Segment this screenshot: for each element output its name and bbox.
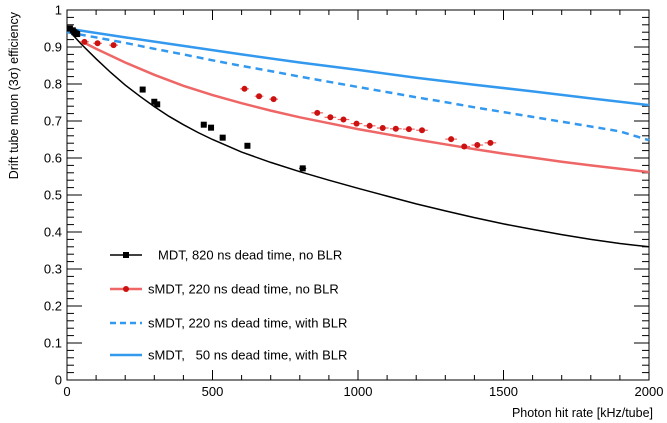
series-line-2 xyxy=(66,30,650,142)
legend: MDT, 820 ns dead time, no BLR sMDT, 220 n… xyxy=(110,248,347,363)
y-tick-label: 0.9 xyxy=(44,40,62,55)
y-tick-label: 0.2 xyxy=(44,299,62,314)
y-tick-label: 0 xyxy=(55,373,62,388)
data-point xyxy=(405,126,412,133)
data-point xyxy=(241,85,248,92)
x-tick-label: 0 xyxy=(63,384,70,399)
data-point xyxy=(244,142,251,149)
legend-label-0: MDT, 820 ns dead time, no BLR xyxy=(158,248,342,263)
data-point xyxy=(448,136,455,143)
y-tick-label: 0.3 xyxy=(44,262,62,277)
data-point xyxy=(327,114,334,121)
data-point xyxy=(487,139,494,146)
x-tick-label: 2000 xyxy=(635,384,664,399)
data-point xyxy=(474,142,481,149)
legend-label-2: sMDT, 220 ns dead time, with BLR xyxy=(148,316,347,331)
data-point xyxy=(392,125,399,132)
data-point xyxy=(219,134,226,141)
y-tick-label: 0.5 xyxy=(44,188,62,203)
data-point xyxy=(299,165,306,172)
y-tick-label: 0.1 xyxy=(44,336,62,351)
data-point xyxy=(256,93,263,100)
y-tick-label: 1 xyxy=(55,3,62,18)
legend-label-3: sMDT, 50 ns dead time, with BLR xyxy=(148,348,347,363)
series-line-3 xyxy=(66,27,650,107)
x-axis-title: Photon hit rate [kHz/tube] xyxy=(512,406,653,420)
y-tick-label: 0.7 xyxy=(44,114,62,129)
y-tick-label: 0.4 xyxy=(44,225,62,240)
data-point xyxy=(419,127,426,134)
data-point xyxy=(461,143,468,150)
x-tick-label: 500 xyxy=(202,384,224,399)
x-tick-label: 1500 xyxy=(489,384,518,399)
legend-marker-0 xyxy=(123,252,129,258)
data-point xyxy=(353,120,360,127)
legend-marker-1 xyxy=(123,286,129,292)
data-point xyxy=(270,96,277,103)
series-markers xyxy=(66,25,497,172)
data-point xyxy=(110,42,117,49)
x-tick-label: 1000 xyxy=(344,384,373,399)
data-point xyxy=(94,40,101,47)
data-point xyxy=(74,31,81,38)
series-curves xyxy=(66,27,650,248)
data-point xyxy=(314,109,321,116)
tick-labels: 0 500 1000 1500 2000 0 0.1 0.2 0.3 0.4 0.5 0.6 0.7 0.… xyxy=(44,3,664,400)
data-point xyxy=(81,38,88,45)
data-point xyxy=(379,125,386,132)
data-point xyxy=(154,101,161,108)
y-tick-label: 0.6 xyxy=(44,151,62,166)
data-point xyxy=(139,86,146,93)
legend-label-1: sMDT, 220 ns dead time, no BLR xyxy=(148,282,339,297)
y-tick-label: 0.8 xyxy=(44,77,62,92)
y-axis-title: Drift tube muon (3σ) efficiency xyxy=(7,11,21,179)
series-line-1 xyxy=(80,40,650,174)
series-line-0 xyxy=(66,27,650,248)
data-point xyxy=(366,122,373,129)
data-point xyxy=(208,124,215,131)
data-point xyxy=(200,121,207,128)
axis-ticks xyxy=(66,9,650,381)
data-point xyxy=(340,116,347,123)
